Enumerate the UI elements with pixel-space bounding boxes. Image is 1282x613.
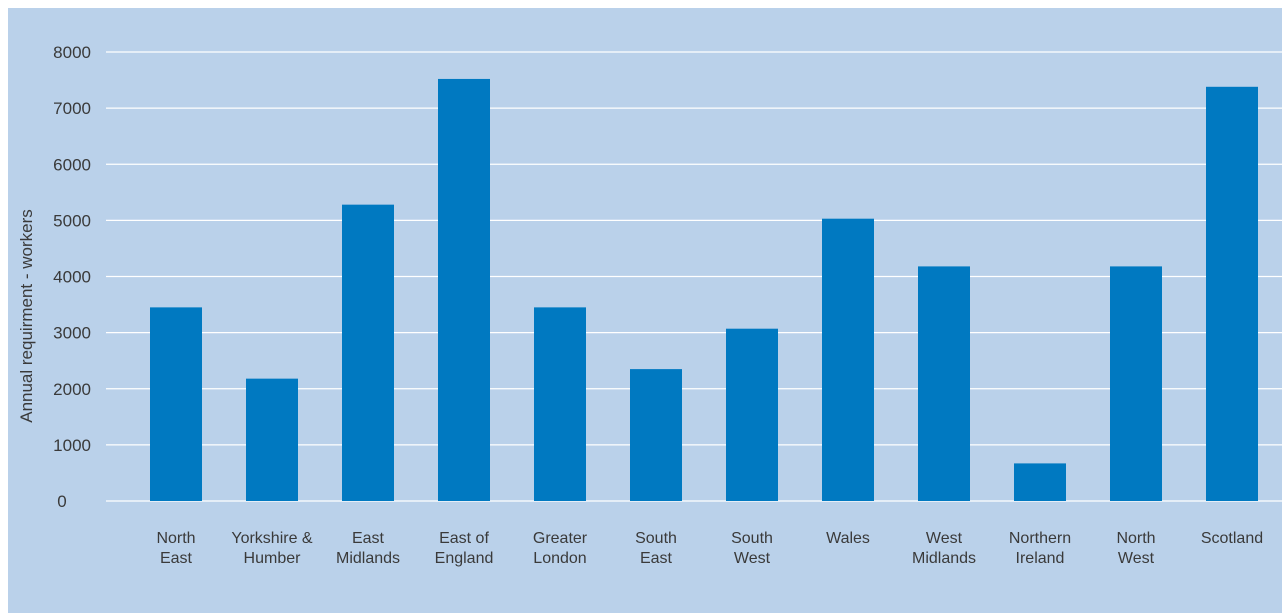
y-tick-label: 3000	[53, 324, 91, 343]
bar	[1206, 86, 1258, 502]
y-tick-label: 7000	[53, 99, 91, 118]
bar	[918, 266, 970, 501]
bar	[630, 369, 682, 501]
y-tick-label: 4000	[53, 268, 91, 287]
y-tick-label: 6000	[53, 155, 91, 174]
x-category-label: Scotland	[1201, 530, 1263, 547]
bar	[726, 328, 778, 501]
y-tick-label: 8000	[53, 43, 91, 62]
bar	[150, 307, 202, 501]
x-category-label: North East	[156, 530, 195, 567]
y-tick-label: 5000	[53, 211, 91, 230]
y-tick-label: 0	[57, 492, 66, 511]
y-axis-ticks: 0 1000 2000 3000 4000 5000 6000 7000 8000	[53, 43, 91, 511]
x-category-label: Wales	[826, 530, 870, 547]
bar	[246, 378, 298, 501]
y-axis-title: Annual requirment - workers	[17, 209, 36, 423]
bar	[1110, 266, 1162, 501]
chart-panel: 0 1000 2000 3000 4000 5000 6000 7000 8000 North E…	[8, 8, 1282, 613]
bar-chart: 0 1000 2000 3000 4000 5000 6000 7000 8000 North E…	[17, 43, 1282, 567]
bar	[342, 204, 394, 501]
x-category-label: North West	[1116, 530, 1155, 567]
bars	[150, 78, 1258, 502]
bar	[438, 78, 490, 501]
x-category-label: Yorkshire & Humber	[231, 530, 313, 567]
x-category-label: South West	[731, 530, 773, 567]
x-category-label: East of England	[435, 530, 494, 567]
bar	[822, 218, 874, 501]
x-category-label: South East	[635, 530, 677, 567]
y-tick-label: 2000	[53, 380, 91, 399]
x-category-label: East Midlands	[336, 530, 400, 567]
y-tick-label: 1000	[53, 436, 91, 455]
gridlines	[106, 51, 1282, 502]
x-category-label: West Midlands	[912, 530, 976, 567]
x-axis-labels: North East Yorkshire & Humber East Midlands Ea…	[156, 530, 1263, 567]
bar	[534, 307, 586, 501]
bar	[1014, 463, 1066, 501]
x-category-label: Greater London	[533, 530, 588, 567]
x-category-label: Northern Ireland	[1009, 530, 1071, 567]
